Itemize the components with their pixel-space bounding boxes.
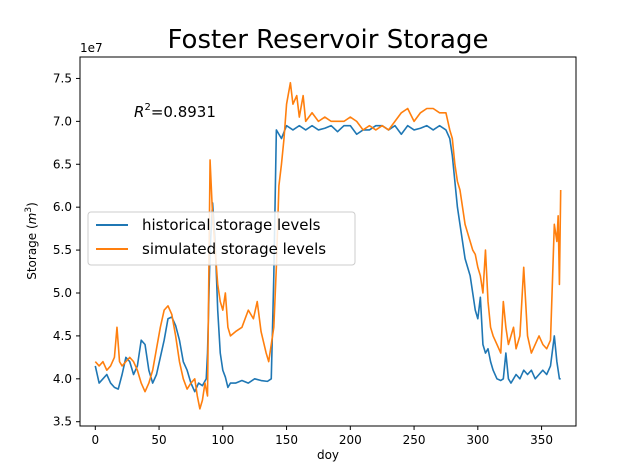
plot-frame [79,56,577,427]
series-line-simulated [94,81,562,410]
y-tick-label: 7.5 [53,71,72,85]
x-axis-label: doy [317,448,339,462]
y-tick-label: 6.5 [53,157,72,171]
y-axis: 3.5 4.0 4.5 5.0 5.5 6.0 6.5 7.0 7.5 [53,71,80,429]
x-tick-label: 50 [151,433,166,447]
x-tick-label: 200 [339,433,362,447]
r-squared-label: R [134,103,144,121]
x-tick-label: 150 [275,433,298,447]
r-squared-annotation: R2=0.8931 [134,102,216,121]
legend: historical storage levels simulated stor… [87,211,356,266]
y-axis-label-base: Storage ( [25,224,39,279]
series-layer [94,81,562,410]
x-tick-label: 100 [211,433,234,447]
series-line-historical [94,124,561,393]
legend-label-historical: historical storage levels [142,216,321,234]
y-axis-label: Storage (m3) [24,202,39,280]
r-squared-value: =0.8931 [151,103,216,121]
legend-label-simulated: simulated storage levels [142,240,326,258]
y-offset-text: 1e7 [80,41,103,55]
x-tick-label: 350 [530,433,553,447]
y-tick-label: 4.0 [53,372,72,386]
x-tick-label: 250 [403,433,426,447]
chart-title: Foster Reservoir Storage [168,25,489,55]
x-tick-label: 0 [91,433,99,447]
y-tick-label: 7.0 [53,114,72,128]
y-tick-label: 4.5 [53,329,72,343]
x-axis: 0 50 100 150 200 250 300 350 [91,426,553,447]
y-tick-label: 3.5 [53,415,72,429]
y-axis-label-close: ) [25,202,39,207]
y-axis-label-unit: m [25,213,39,225]
legend-box [87,211,356,266]
y-tick-label: 6.0 [53,200,72,214]
x-tick-label: 300 [466,433,489,447]
r-squared-exponent: 2 [144,102,150,113]
y-axis-label-exp: 3 [24,207,34,213]
y-tick-label: 5.0 [53,286,72,300]
y-tick-label: 5.5 [53,243,72,257]
